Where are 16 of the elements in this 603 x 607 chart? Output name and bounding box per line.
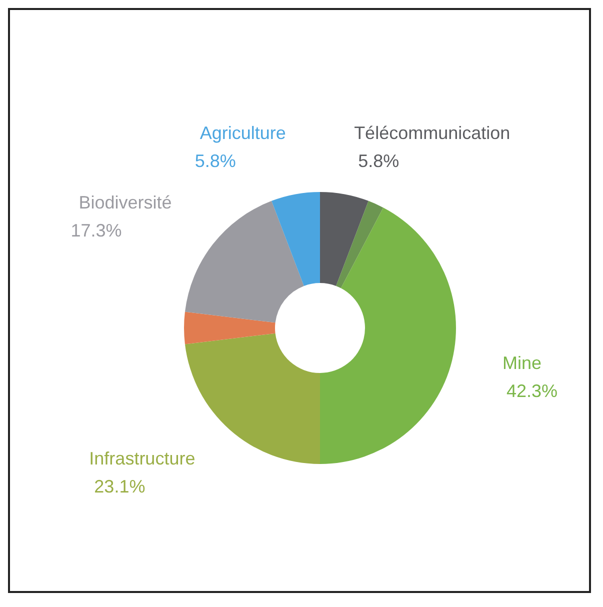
data-label: 23.1% (94, 476, 146, 497)
donut-slice (184, 312, 276, 344)
donut-slice (336, 200, 384, 288)
slice-label: Télécommunication (354, 123, 510, 144)
data-label: 5.8% (194, 151, 236, 172)
donut-slice (320, 192, 368, 286)
slice-label: Biodiversité (78, 192, 172, 212)
data-label: 17.3% (70, 220, 122, 240)
slice-label: Mine (502, 353, 542, 374)
slice-label: Infrastructure (89, 448, 196, 469)
data-label: 42.3% (506, 381, 558, 402)
slice-label: Agriculture (200, 123, 286, 144)
donut-slice (184, 200, 304, 323)
donut-slice (320, 208, 456, 464)
donut-slice (272, 192, 320, 286)
data-label: 5.8% (358, 151, 400, 172)
